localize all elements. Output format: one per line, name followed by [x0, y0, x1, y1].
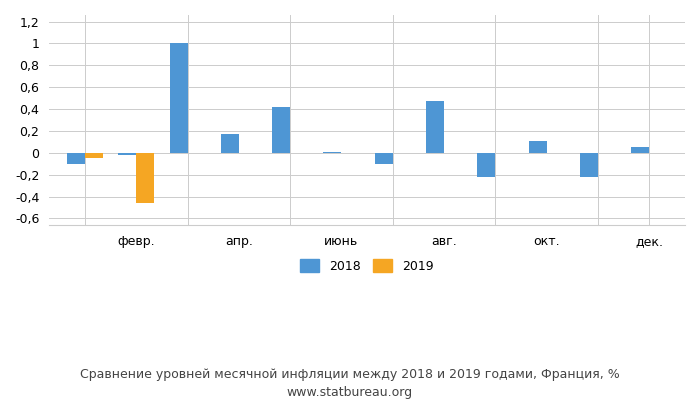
Bar: [374, 153, 393, 164]
Bar: [323, 152, 342, 153]
Bar: [477, 153, 496, 177]
Bar: [426, 102, 444, 153]
Bar: [85, 153, 103, 158]
Bar: [631, 147, 649, 153]
Bar: [580, 153, 598, 177]
Bar: [221, 134, 239, 153]
Bar: [272, 107, 290, 153]
Bar: [136, 153, 154, 203]
Bar: [169, 44, 188, 153]
Legend: 2018, 2019: 2018, 2019: [295, 254, 439, 278]
Bar: [118, 153, 136, 155]
Bar: [528, 141, 547, 153]
Text: www.statbureau.org: www.statbureau.org: [287, 386, 413, 399]
Text: Сравнение уровней месячной инфляции между 2018 и 2019 годами, Франция, %: Сравнение уровней месячной инфляции межд…: [80, 368, 620, 381]
Bar: [67, 153, 85, 164]
